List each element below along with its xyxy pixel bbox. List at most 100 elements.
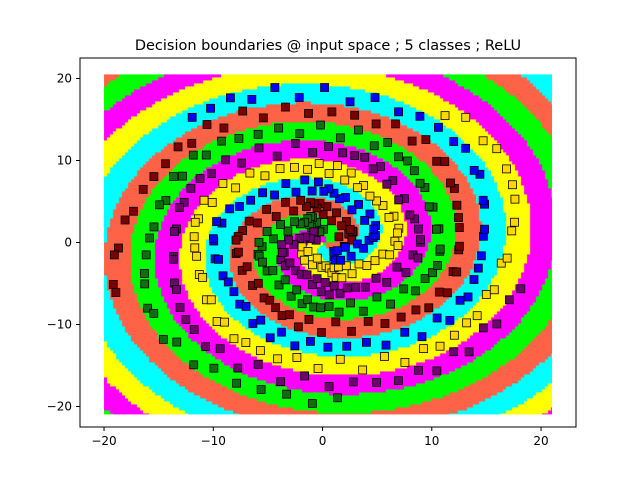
data-point — [386, 299, 396, 309]
data-point — [208, 234, 218, 244]
data-point — [320, 83, 329, 92]
data-point — [274, 123, 284, 133]
data-point — [337, 273, 347, 283]
data-point — [253, 218, 262, 228]
data-point — [410, 286, 420, 296]
data-point — [461, 112, 471, 122]
data-point — [354, 259, 364, 269]
data-point — [415, 235, 425, 244]
data-point — [452, 267, 462, 277]
data-point — [281, 197, 290, 207]
data-point — [352, 183, 362, 193]
data-point — [400, 357, 410, 367]
data-point — [324, 169, 334, 178]
class-2-points — [169, 139, 526, 391]
data-point — [302, 270, 312, 280]
data-point — [345, 97, 355, 107]
data-point — [138, 184, 148, 194]
data-point — [332, 208, 341, 218]
data-point — [161, 159, 170, 169]
data-point — [324, 382, 334, 391]
data-point — [187, 138, 197, 148]
data-point — [275, 164, 285, 174]
data-point — [291, 187, 301, 197]
data-point — [479, 323, 488, 333]
data-point — [362, 261, 372, 270]
x-tick-label: 20 — [533, 434, 548, 448]
data-point — [372, 377, 381, 387]
data-point — [481, 290, 491, 299]
data-point — [329, 188, 339, 198]
data-point — [337, 221, 347, 231]
y-tick-label: 20 — [57, 72, 72, 86]
data-point — [463, 292, 473, 302]
data-point — [254, 237, 264, 247]
data-point — [190, 243, 200, 253]
data-point — [478, 136, 488, 146]
data-point — [149, 222, 159, 232]
data-point — [317, 328, 326, 337]
data-point — [314, 159, 324, 169]
data-point — [393, 241, 403, 251]
data-point — [382, 277, 392, 287]
data-point — [223, 277, 233, 287]
data-point — [334, 307, 344, 317]
data-point — [233, 363, 243, 373]
data-point — [313, 364, 323, 373]
data-point — [308, 148, 318, 158]
data-point — [415, 178, 425, 188]
data-point — [140, 269, 149, 278]
data-point — [507, 226, 517, 236]
data-point — [392, 228, 402, 238]
data-point — [289, 206, 299, 216]
plot-area: −20 −10 0 10 20 −20 −10 0 10 20 — [47, 57, 577, 448]
data-point — [347, 269, 357, 279]
data-point — [378, 201, 388, 210]
data-point — [143, 303, 153, 313]
data-point — [382, 179, 392, 189]
data-point — [335, 288, 345, 298]
data-point — [370, 256, 380, 266]
data-point — [202, 120, 212, 129]
data-point — [173, 142, 183, 152]
data-point — [399, 284, 409, 294]
data-point — [290, 139, 300, 148]
class-4-points — [187, 83, 489, 352]
data-point — [296, 195, 306, 205]
data-point — [300, 175, 310, 185]
data-point — [424, 202, 434, 212]
data-point — [354, 200, 363, 209]
data-point — [129, 206, 138, 216]
data-point — [155, 200, 164, 210]
data-point — [214, 254, 223, 264]
data-point — [303, 295, 312, 305]
data-point — [455, 295, 465, 305]
data-point — [201, 342, 210, 352]
data-point — [432, 313, 442, 323]
data-point — [392, 262, 402, 272]
data-point — [480, 224, 489, 234]
data-point — [229, 334, 239, 344]
data-point — [432, 156, 442, 166]
data-point — [233, 247, 243, 257]
data-point — [335, 133, 345, 143]
data-point — [295, 233, 305, 243]
class-0-points — [108, 102, 464, 337]
data-point — [462, 318, 472, 328]
data-point — [393, 376, 403, 386]
data-point — [371, 119, 381, 129]
data-point — [277, 311, 287, 320]
data-point — [277, 240, 286, 250]
data-point — [394, 152, 403, 162]
data-point — [179, 197, 189, 207]
data-point — [432, 366, 442, 376]
data-point — [283, 226, 293, 236]
data-point — [454, 213, 463, 222]
data-point — [281, 179, 291, 188]
data-point — [274, 280, 284, 290]
data-point — [340, 175, 350, 185]
data-point — [307, 280, 317, 289]
data-point — [175, 303, 185, 312]
data-point — [434, 287, 444, 297]
